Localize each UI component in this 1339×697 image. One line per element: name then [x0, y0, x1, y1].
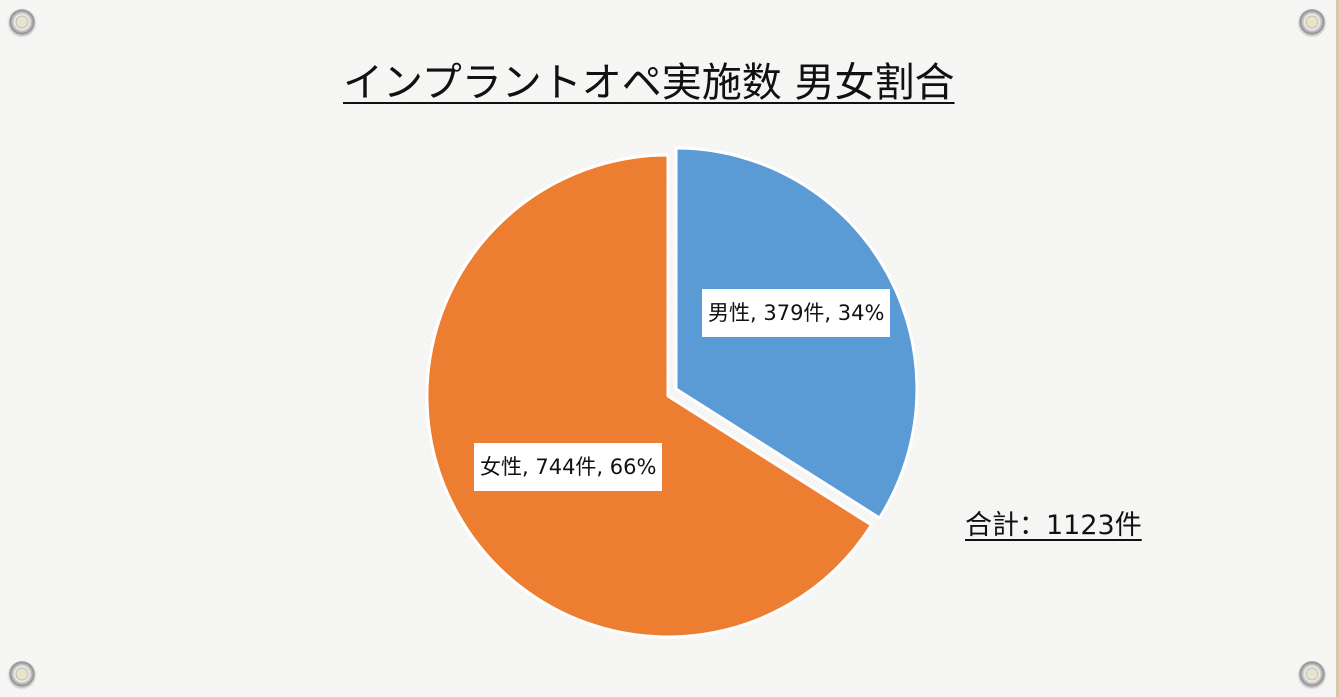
- total-annotation: 合計：1123件: [965, 510, 1142, 541]
- pin-icon: [9, 9, 35, 35]
- chart-title: インプラントオペ実施数 男女割合: [343, 60, 955, 106]
- board-edge: [1336, 0, 1339, 697]
- pin-icon: [1299, 661, 1325, 687]
- pin-icon: [1299, 9, 1325, 35]
- data-label-female: 女性, 744件, 66%: [474, 443, 663, 491]
- pie-slice-female[interactable]: [425, 153, 873, 639]
- pin-icon: [9, 661, 35, 687]
- data-label-male: 男性, 379件, 34%: [701, 288, 892, 338]
